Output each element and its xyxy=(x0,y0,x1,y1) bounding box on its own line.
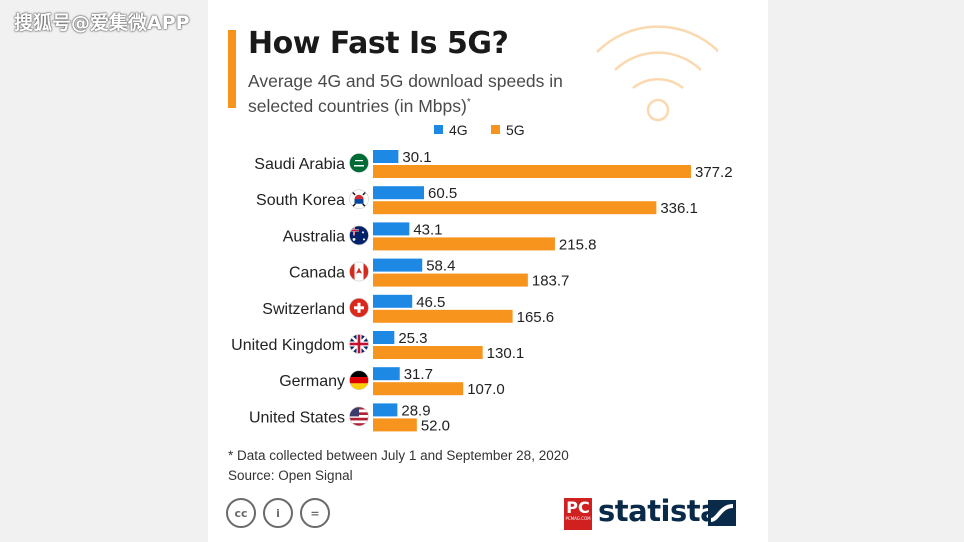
value-label-5g-canada: 183.7 xyxy=(532,273,570,290)
bar-4g-canada xyxy=(373,258,423,272)
canada-flag-icon xyxy=(349,261,369,282)
australia-flag-icon xyxy=(349,225,369,246)
subtitle-footnote-mark: * xyxy=(466,97,471,108)
saudi-arabia-flag-icon xyxy=(349,153,369,173)
bar-5g-united-states xyxy=(373,418,417,432)
legend-swatch-5g xyxy=(491,125,500,134)
value-label-4g-canada: 58.4 xyxy=(426,258,455,275)
legend-label-4g: 4G xyxy=(449,122,468,138)
bar-5g-united-kingdom xyxy=(373,346,483,359)
subtitle-text: Average 4G and 5G download speeds in sel… xyxy=(248,71,563,116)
united-states-flag-icon xyxy=(349,406,369,427)
united-kingdom-flag-icon xyxy=(349,334,369,354)
category-label-australia: Australia xyxy=(283,228,345,245)
bar-5g-switzerland xyxy=(373,309,513,323)
watermark: 搜狐号@爱集微APP xyxy=(14,12,190,34)
title-accent-bar xyxy=(228,30,236,108)
value-label-4g-south-korea: 60.5 xyxy=(428,185,457,202)
value-label-5g-south-korea: 336.1 xyxy=(660,200,698,217)
by-icon[interactable]: i xyxy=(263,498,293,528)
bar-4g-united-kingdom xyxy=(373,331,395,344)
data-collection-note: * Data collected between July 1 and Sept… xyxy=(228,448,569,463)
value-label-4g-united-states: 28.9 xyxy=(401,402,430,419)
bar-5g-saudi-arabia xyxy=(373,165,691,178)
cc-icon[interactable]: cc xyxy=(226,498,256,528)
statista-logo-mark xyxy=(708,500,736,526)
value-label-5g-australia: 215.8 xyxy=(559,236,597,253)
value-label-5g-saudi-arabia: 377.2 xyxy=(695,164,733,181)
bar-4g-saudi-arabia xyxy=(373,150,399,163)
south-korea-flag-icon xyxy=(349,189,369,209)
chart-title: How Fast Is 5G? xyxy=(248,26,509,61)
bar-4g-switzerland xyxy=(373,294,413,308)
switzerland-flag-icon xyxy=(349,297,369,318)
legend-swatch-4g xyxy=(434,125,443,134)
category-label-south-korea: South Korea xyxy=(256,192,345,209)
bar-4g-australia xyxy=(373,222,410,236)
value-label-5g-united-states: 52.0 xyxy=(421,417,450,434)
bar-4g-germany xyxy=(373,367,400,381)
chart-subtitle: Average 4G and 5G download speeds in sel… xyxy=(248,70,588,117)
value-label-4g-united-kingdom: 25.3 xyxy=(398,330,427,347)
legend-label-5g: 5G xyxy=(506,122,525,138)
pcmag-logo-subtext: PCMAG.COM xyxy=(565,516,591,521)
license-icons: cc i = xyxy=(226,498,330,528)
value-label-4g-switzerland: 46.5 xyxy=(416,294,445,311)
bar-5g-south-korea xyxy=(373,201,657,215)
wifi-icon xyxy=(596,25,718,122)
value-label-5g-switzerland: 165.6 xyxy=(517,309,555,326)
bar-5g-canada xyxy=(373,273,528,287)
bar-5g-germany xyxy=(373,382,464,396)
pcmag-logo[interactable]: PC PCMAG.COM xyxy=(564,498,592,530)
value-label-5g-germany: 107.0 xyxy=(467,381,505,398)
bar-chart: 4G 5G Saudi Arabia 30.1 377.2 South Korea 60.5… xyxy=(231,122,733,434)
category-label-germany: Germany xyxy=(279,373,345,390)
value-label-4g-germany: 31.7 xyxy=(404,366,433,383)
category-label-saudi-arabia: Saudi Arabia xyxy=(254,156,345,173)
category-label-united-kingdom: United Kingdom xyxy=(231,337,345,354)
infographic-card: How Fast Is 5G? Average 4G and 5G downlo… xyxy=(208,0,768,542)
nd-icon[interactable]: = xyxy=(300,498,330,528)
category-label-united-states: United States xyxy=(249,409,345,426)
footnote: * Data collected between July 1 and Sept… xyxy=(228,446,569,486)
bar-4g-united-states xyxy=(373,403,398,417)
value-label-4g-saudi-arabia: 30.1 xyxy=(402,149,431,166)
bar-5g-australia xyxy=(373,237,555,251)
pcmag-logo-text: PC xyxy=(566,498,590,517)
bar-4g-south-korea xyxy=(373,186,425,200)
source-note: Source: Open Signal xyxy=(228,468,353,483)
statista-logo[interactable]: statista xyxy=(598,494,720,528)
germany-flag-icon xyxy=(349,370,369,391)
category-label-switzerland: Switzerland xyxy=(262,301,345,318)
value-label-4g-australia: 43.1 xyxy=(413,221,442,238)
category-label-canada: Canada xyxy=(289,265,345,282)
value-label-5g-united-kingdom: 130.1 xyxy=(487,345,525,362)
